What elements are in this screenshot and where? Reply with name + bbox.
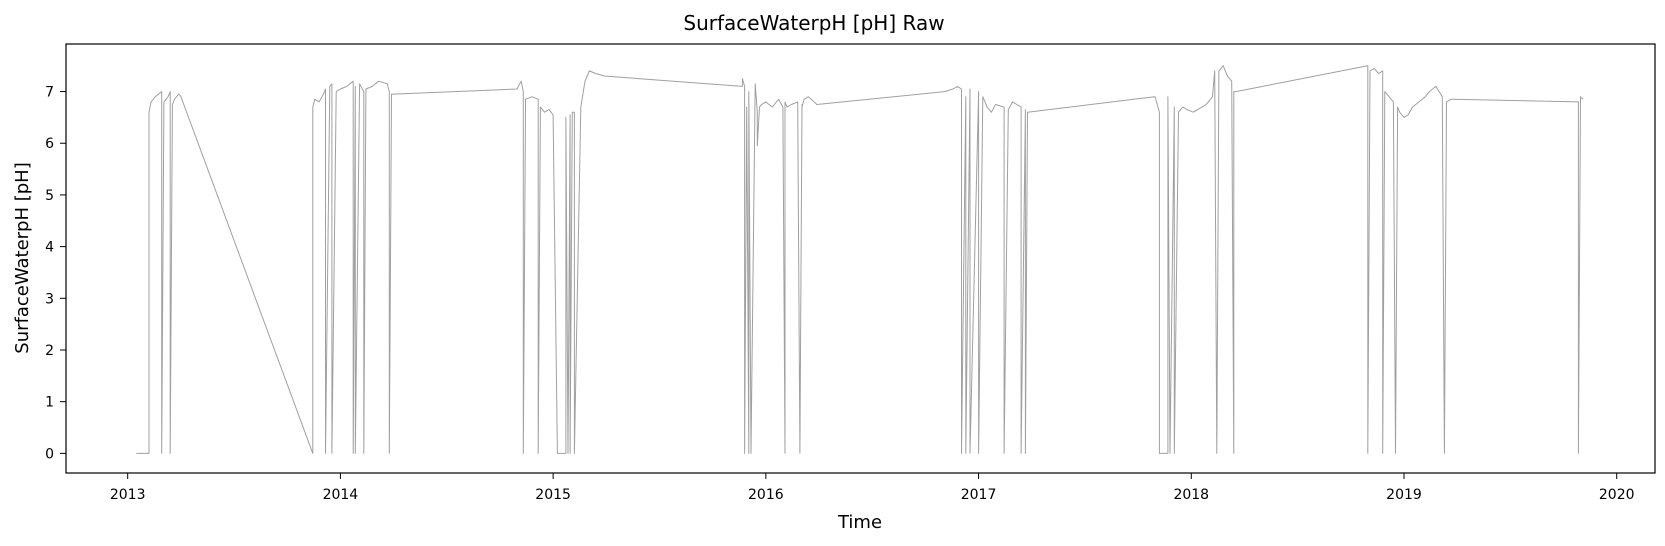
x-tick-label: 2017	[961, 487, 997, 503]
y-tick-label: 0	[45, 446, 54, 462]
plot-area	[65, 43, 1656, 474]
y-tick-label: 2	[45, 343, 54, 359]
x-tick-label: 2019	[1386, 487, 1422, 503]
y-tick-label: 6	[45, 136, 54, 152]
y-tick-label: 4	[45, 240, 54, 256]
x-tick-label: 2014	[323, 487, 359, 503]
series-line-0	[136, 65, 1584, 454]
y-tick-label: 1	[45, 395, 54, 411]
x-tick-label: 2013	[110, 487, 146, 503]
x-tick-label: 2020	[1599, 487, 1635, 503]
y-axis-label: SurfaceWaterpH [pH]	[12, 162, 33, 353]
y-axis: 0 1 2 3 4 5 6 7	[45, 85, 66, 462]
y-tick-label: 5	[45, 188, 54, 204]
x-axis: 2013 2014 2015 2016 2017 2018 2019 2020	[110, 473, 1635, 503]
x-axis-label: Time	[837, 512, 882, 533]
plot-frame	[65, 43, 1656, 474]
y-tick-label: 3	[45, 291, 54, 307]
x-tick-label: 2018	[1173, 487, 1209, 503]
y-tick-label: 7	[45, 85, 54, 101]
x-tick-label: 2016	[748, 487, 784, 503]
x-tick-label: 2015	[535, 487, 571, 503]
chart-title: SurfaceWaterpH [pH] Raw	[683, 11, 944, 35]
series-layer	[136, 65, 1584, 454]
